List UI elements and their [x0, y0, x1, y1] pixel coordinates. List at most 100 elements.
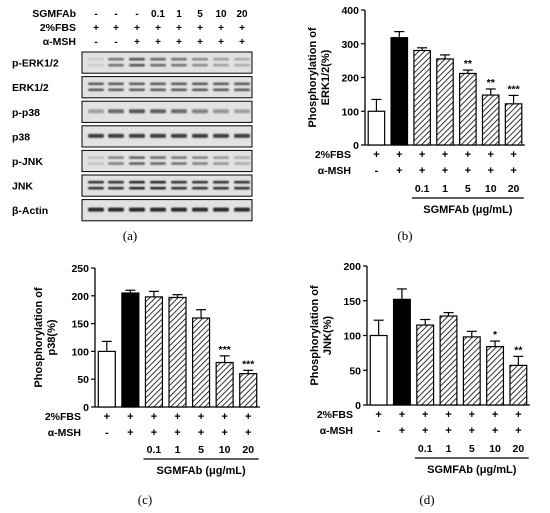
treatment-sign: +	[245, 411, 251, 423]
band	[171, 88, 187, 92]
band	[213, 133, 229, 138]
significance-mark: ***	[507, 83, 520, 95]
band	[213, 82, 229, 86]
band	[171, 82, 187, 86]
blot-header-value: +	[239, 23, 245, 34]
treatment-sign: +	[445, 409, 451, 421]
dose-axis-label: SGMFAb (μg/mL)	[427, 464, 517, 476]
band	[129, 207, 145, 212]
band	[192, 57, 208, 61]
blot-frame	[81, 174, 253, 197]
y-tick-label: 50	[77, 374, 89, 386]
treatment-row-label: α-MSH	[48, 427, 81, 439]
band	[192, 162, 208, 165]
band	[150, 88, 166, 92]
band	[108, 133, 124, 138]
bar	[168, 296, 187, 408]
dose-axis-label: SGMFAb (μg/mL)	[156, 465, 246, 477]
treatment-sign: +	[422, 409, 428, 421]
band	[213, 57, 229, 61]
bar	[191, 317, 211, 408]
band	[108, 57, 124, 61]
treatment-sign: +	[492, 409, 498, 421]
band	[192, 63, 208, 67]
treatment-sign: +	[399, 409, 405, 421]
blot-header-label: 2%FBS	[40, 22, 76, 34]
erk-bar-chart: 0 100 200 300 400 Phosphorylation ofERK1/2(%)…	[307, 5, 525, 216]
caption-d: (d)	[419, 492, 434, 507]
dose-value: 1	[175, 444, 181, 456]
dose-value: 20	[242, 444, 254, 456]
band	[129, 133, 145, 138]
blot-header-value: -	[114, 37, 117, 48]
treatment-sign: -	[377, 425, 381, 437]
bar	[504, 103, 523, 146]
treatment-sign: +	[419, 149, 425, 161]
bar	[436, 58, 454, 146]
band	[213, 207, 229, 212]
blot-header-value: 20	[236, 9, 248, 20]
caption-c: (c)	[138, 492, 152, 507]
y-tick-label: 0	[355, 400, 361, 412]
bar	[121, 292, 140, 408]
band	[171, 180, 187, 184]
blot-header-value: +	[239, 37, 245, 48]
band	[88, 162, 104, 165]
band	[192, 180, 208, 184]
treatment-sign: +	[469, 425, 475, 437]
treatment-sign: +	[510, 149, 516, 161]
band	[213, 63, 229, 67]
treatment-sign: +	[465, 165, 471, 177]
treatment-sign: +	[151, 411, 157, 423]
y-tick-label: 200	[343, 261, 361, 273]
band	[108, 186, 124, 190]
bar	[367, 110, 386, 146]
bar	[462, 336, 481, 406]
blot-row-label: p38	[12, 131, 30, 143]
band	[234, 207, 250, 212]
blot-bands	[88, 109, 250, 114]
blot-frame	[81, 51, 253, 74]
caption-a: (a)	[123, 228, 137, 243]
treatment-row-label: α-MSH	[318, 165, 351, 177]
dose-value: 0.1	[147, 444, 162, 456]
band	[108, 180, 124, 184]
dose-value: 5	[198, 444, 204, 456]
blot-header-value: +	[134, 23, 140, 34]
band	[192, 88, 208, 92]
band	[234, 57, 250, 61]
blot-bands	[88, 82, 250, 92]
dose-value: 5	[465, 183, 471, 195]
band	[234, 186, 250, 190]
band	[129, 63, 145, 67]
blot-header-value: +	[134, 37, 140, 48]
blot-row-label: p-p38	[12, 107, 40, 119]
band	[171, 162, 187, 165]
band	[150, 207, 166, 212]
blot-row-label: p-ERK1/2	[12, 58, 59, 70]
blot-header-value: +	[218, 23, 224, 34]
bar	[439, 315, 458, 406]
y-tick-label: 200	[71, 291, 89, 303]
bar	[413, 49, 431, 146]
treatment-sign: +	[515, 425, 521, 437]
band	[234, 133, 250, 138]
significance-mark: **	[514, 344, 523, 356]
blot-frame	[81, 199, 253, 222]
blot-header-label: α-MSH	[43, 36, 76, 48]
treatment-sign: +	[396, 149, 402, 161]
significance-mark: **	[487, 77, 496, 89]
dose-value: 5	[469, 443, 475, 455]
treatment-sign: +	[373, 149, 379, 161]
significance-mark: ***	[242, 358, 255, 370]
blot-header-value: +	[176, 23, 182, 34]
treatment-row-label: 2%FBS	[45, 411, 81, 423]
bar	[486, 346, 505, 406]
band	[129, 82, 145, 86]
treatment-sign: +	[515, 409, 521, 421]
y-tick-label: 150	[71, 319, 89, 331]
band	[88, 133, 104, 138]
treatment-sign: +	[375, 409, 381, 421]
